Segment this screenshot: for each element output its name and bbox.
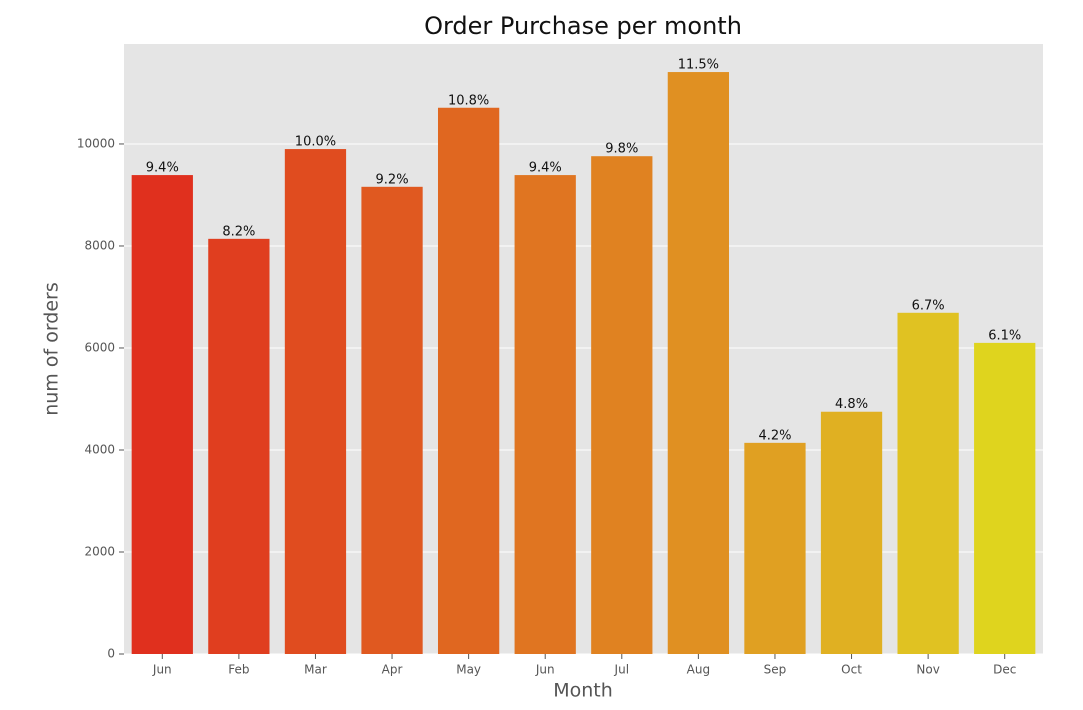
x-tick-label: Jun <box>535 663 555 677</box>
y-axis-label: num of orders <box>41 282 63 416</box>
x-tick-label: Aug <box>687 663 710 677</box>
bar-label: 8.2% <box>222 224 255 239</box>
y-tick-label: 8000 <box>84 238 115 252</box>
x-tick-label: Apr <box>382 663 403 677</box>
bar <box>208 238 270 655</box>
bar <box>667 72 730 655</box>
x-tick-label: Nov <box>916 663 939 677</box>
bar-label: 9.4% <box>529 161 562 176</box>
bar <box>897 312 959 654</box>
x-tick-label: May <box>456 663 481 677</box>
bar <box>131 175 193 654</box>
y-tick-label: 2000 <box>84 544 115 558</box>
y-tick-label: 4000 <box>84 442 115 456</box>
y-tick-label: 6000 <box>84 340 115 354</box>
y-tick-label: 0 <box>107 647 115 661</box>
x-tick-label: Jun <box>152 663 172 677</box>
y-tick-label: 10000 <box>77 136 115 150</box>
bar-label: 4.2% <box>758 428 791 443</box>
bar <box>820 411 883 654</box>
bar-label: 11.5% <box>678 58 719 73</box>
bar <box>284 149 347 654</box>
x-axis-label: Month <box>553 680 613 702</box>
bar <box>974 342 1036 654</box>
bar-label: 10.0% <box>295 135 336 150</box>
bar <box>744 442 806 654</box>
x-tick-label: Sep <box>764 663 787 677</box>
bar <box>361 186 423 654</box>
x-tick-label: Jul <box>614 663 629 677</box>
bar-label: 9.4% <box>146 161 179 176</box>
bar-label: 10.8% <box>448 93 489 108</box>
bar-label: 9.8% <box>605 142 638 157</box>
x-tick-label: Feb <box>228 663 249 677</box>
bar-label: 4.8% <box>835 397 868 412</box>
bar-label: 6.1% <box>988 328 1021 343</box>
bar <box>591 156 653 655</box>
x-tick-label: Dec <box>993 663 1016 677</box>
bar <box>514 175 576 654</box>
bar <box>437 107 500 655</box>
x-tick-label: Oct <box>841 663 862 677</box>
chart-title: Order Purchase per month <box>424 12 742 40</box>
bar-label: 6.7% <box>912 298 945 313</box>
bar-label: 9.2% <box>376 172 409 187</box>
x-tick-label: Mar <box>304 663 327 677</box>
